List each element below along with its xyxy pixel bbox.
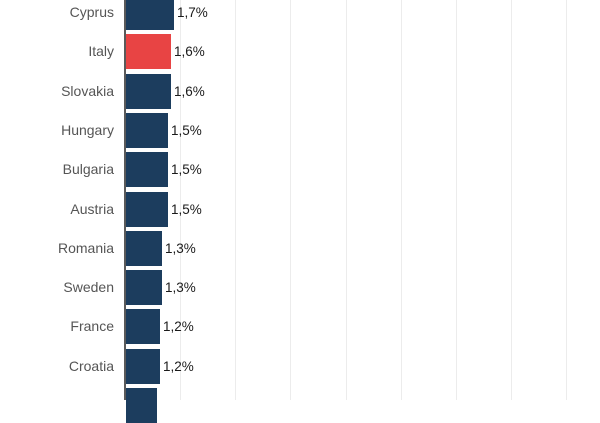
value-label: 1,5% (171, 162, 202, 178)
category-label: Hungary (61, 121, 114, 138)
bar-row: Austria 1,5% (0, 191, 600, 227)
gridline (346, 0, 347, 400)
value-label: 1,6% (174, 44, 205, 60)
category-label: France (70, 318, 114, 335)
bar (126, 73, 171, 109)
value-label: 1,3% (165, 280, 196, 296)
bar-row: Italy 1,6% (0, 34, 600, 70)
gridline (290, 0, 291, 400)
gridline (456, 0, 457, 400)
category-label: Sweden (63, 279, 114, 296)
category-label: Italy (88, 43, 114, 60)
value-label: 1,2% (163, 319, 194, 335)
bar-row-partial (0, 388, 600, 423)
bar (126, 152, 168, 188)
y-axis-line (124, 0, 126, 400)
value-label: 1,7% (177, 5, 208, 20)
value-label: 1,5% (171, 122, 202, 138)
gridline (566, 0, 567, 400)
bar-row: Cyprus 1,7% (0, 0, 600, 30)
category-label: Slovakia (61, 82, 114, 99)
bar (126, 191, 168, 227)
category-label: Romania (57, 239, 114, 256)
bar-row: Slovakia 1,6% (0, 73, 600, 109)
value-label: 1,6% (174, 83, 205, 99)
bar (126, 112, 168, 148)
bar (126, 309, 160, 345)
bar-row: Bulgaria 1,5% (0, 152, 600, 188)
bar-highlighted (126, 34, 171, 70)
category-label: Austria (70, 200, 114, 217)
gridline (235, 0, 236, 400)
category-label: Croatia (68, 357, 114, 374)
category-label: Bulgaria (62, 161, 114, 178)
bar (126, 348, 160, 384)
bar-row: Sweden 1,3% (0, 270, 600, 306)
value-label: 1,3% (165, 240, 196, 256)
bar (126, 388, 157, 423)
bar-row: France 1,2% (0, 309, 600, 345)
bar (126, 0, 174, 30)
bar-row: Romania 1,3% (0, 230, 600, 266)
bar (126, 270, 162, 306)
gridline (511, 0, 512, 400)
category-label: Cyprus (69, 4, 114, 20)
gridline (401, 0, 402, 400)
value-label: 1,5% (171, 201, 202, 217)
bar-row: Hungary 1,5% (0, 112, 600, 148)
gridline (180, 0, 181, 400)
bar (126, 230, 162, 266)
value-label: 1,2% (163, 358, 194, 374)
bar-row: Croatia 1,2% (0, 348, 600, 384)
